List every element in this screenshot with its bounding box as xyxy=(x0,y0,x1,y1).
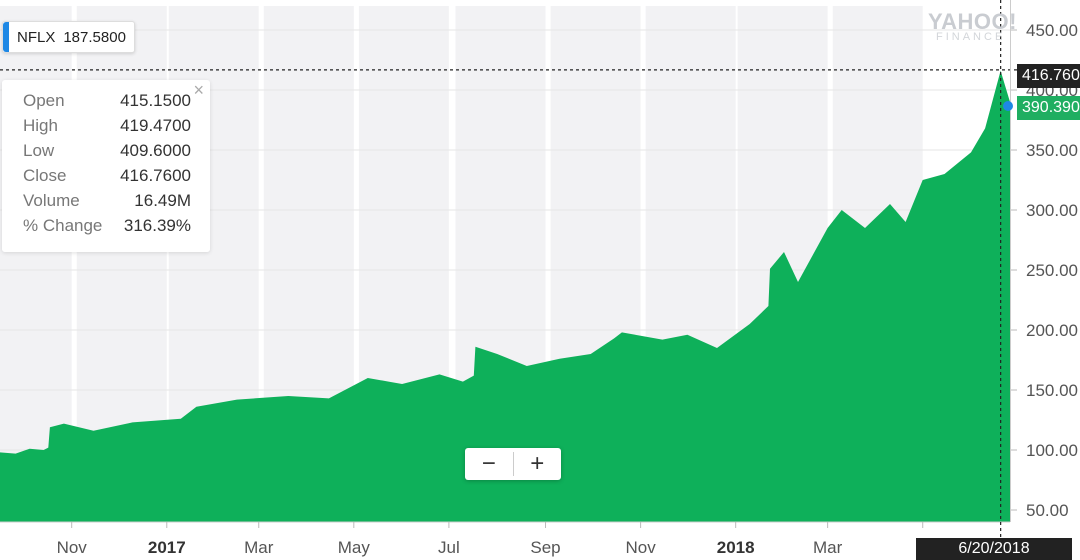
y-tick-label: 100.00 xyxy=(1026,441,1078,460)
zoom-divider xyxy=(512,452,514,476)
x-tick-label: May xyxy=(338,538,371,557)
yahoo-finance-logo-sub: FINANCE xyxy=(936,31,1006,43)
y-tick-label: 350.00 xyxy=(1026,141,1078,160)
x-tick-label: 2017 xyxy=(148,538,186,557)
x-tick-label: Sep xyxy=(530,538,560,557)
series-color-swatch xyxy=(3,22,9,52)
price-area xyxy=(0,70,1010,523)
tooltip-row-high: High 419.4700 xyxy=(23,116,191,135)
x-tick-label: Nov xyxy=(625,538,656,557)
close-icon[interactable]: × xyxy=(193,80,204,100)
y-tick-label: 150.00 xyxy=(1026,381,1078,400)
tooltip-row-change: % Change 316.39% xyxy=(23,216,191,235)
yahoo-finance-logo: YAHOO! xyxy=(928,9,1017,34)
zoom-controls: − + xyxy=(465,448,561,480)
last-price-flag: 390.390 xyxy=(1017,96,1080,120)
y-tick-label: 300.00 xyxy=(1026,201,1078,220)
x-tick-label: Nov xyxy=(57,538,88,557)
crosshair-date-flag: 6/20/2018 xyxy=(916,538,1072,560)
x-axis: Nov2017MarMayJulSepNov2018MarM xyxy=(0,521,1010,557)
last-price-marker xyxy=(1003,101,1013,111)
ticker-value: 187.5800 xyxy=(63,28,126,46)
ohlc-tooltip: × Open 415.1500 High 419.4700 Low 409.6000 … xyxy=(2,80,210,252)
y-axis: 450.00400.00350.00300.00250.00200.00150.… xyxy=(1010,21,1078,520)
y-tick-label: 50.00 xyxy=(1026,501,1069,520)
y-tick-label: 450.00 xyxy=(1026,21,1078,40)
y-tick-label: 200.00 xyxy=(1026,321,1078,340)
x-tick-label: 2018 xyxy=(717,538,755,557)
zoom-out-button[interactable]: − xyxy=(481,450,496,477)
crosshair-price-flag: 416.760 xyxy=(1017,64,1080,88)
tooltip-row-low: Low 409.6000 xyxy=(23,141,191,160)
ticker-legend[interactable]: NFLX 187.5800 xyxy=(2,21,135,53)
tooltip-row-close: Close 416.7600 xyxy=(23,166,191,185)
y-tick-label: 250.00 xyxy=(1026,261,1078,280)
tooltip-row-volume: Volume 16.49M xyxy=(23,191,191,210)
zoom-in-button[interactable]: + xyxy=(530,450,545,477)
x-tick-label: Jul xyxy=(438,538,460,557)
x-tick-label: Mar xyxy=(244,538,274,557)
x-tick-label: Mar xyxy=(813,538,843,557)
ticker-symbol: NFLX xyxy=(17,28,56,46)
tooltip-row-open: Open 415.1500 xyxy=(23,91,191,110)
